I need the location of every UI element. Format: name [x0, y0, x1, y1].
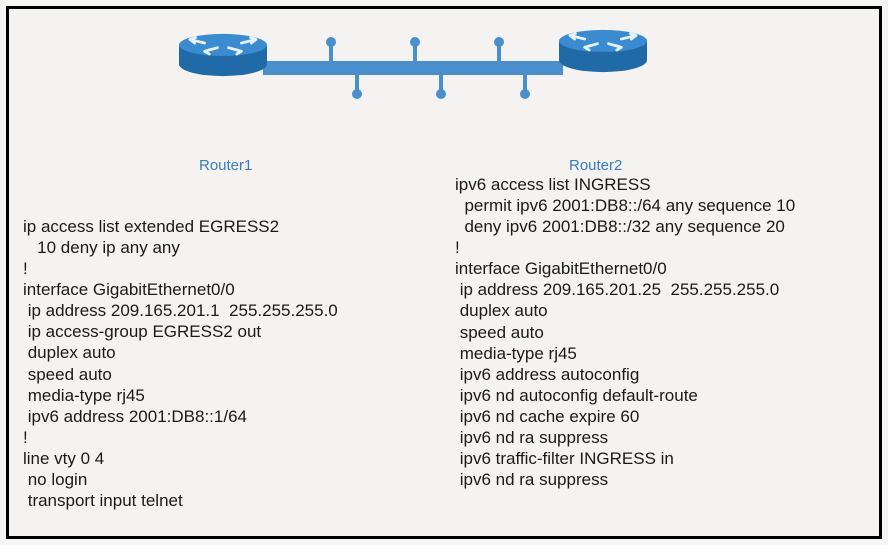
router2-config: ipv6 access list INGRESS permit ipv6 200…	[441, 174, 879, 511]
router2-label: Router2	[569, 157, 622, 174]
exhibit-frame: Router1 Router2 ip access list extended …	[6, 6, 882, 539]
link-stub-dot	[326, 37, 336, 47]
router2-icon	[557, 29, 649, 73]
link-stub-dot	[436, 89, 446, 99]
link-stub-dot	[410, 37, 420, 47]
router1-label: Router1	[199, 157, 252, 174]
ethernet-link	[263, 61, 563, 75]
config-columns: ip access list extended EGRESS2 10 deny …	[9, 174, 879, 511]
link-stub-dot	[494, 37, 504, 47]
router1-config: ip access list extended EGRESS2 10 deny …	[9, 174, 441, 511]
router1-icon	[177, 33, 269, 77]
network-diagram: Router1 Router2	[9, 9, 879, 184]
link-stub-dot	[352, 89, 362, 99]
link-stub-dot	[520, 89, 530, 99]
